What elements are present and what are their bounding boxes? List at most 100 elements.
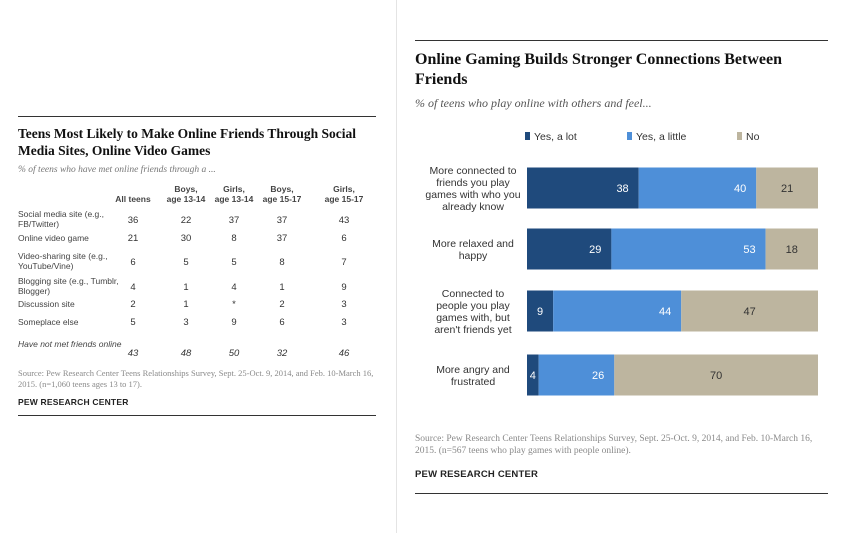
bar-value-label: 53 [743,244,755,256]
table-cell: 6 [279,317,285,328]
chart-legend: Yes, a lot Yes, a little No [415,131,828,145]
bar-value-label: 44 [659,306,671,318]
bar-segment [756,167,818,209]
right-bottom-rule [415,493,828,494]
table-cell: 9 [231,317,237,328]
left-brand-label: PEW RESEARCH CENTER [18,397,129,407]
bar-value-label: 29 [589,244,601,256]
table-cell: 37 [228,215,240,226]
bar-segment [527,228,612,270]
bar-segment [538,354,615,396]
table-column-header: All teens [115,194,151,204]
table-cell: 5 [183,257,189,268]
category-label: More connected to friends you play games w… [425,165,520,213]
panel-divider [396,0,397,533]
left-table-title: Teens Most Likely to Make Online Friends… [18,126,357,158]
right-chart-title: Online Gaming Builds Stronger Connection… [415,51,782,88]
bar-value-label: 47 [743,306,755,318]
table-cell: 22 [180,215,192,226]
category-label: Connected to people you play games with, b… [434,288,511,336]
bar-value-label: 4 [530,370,536,382]
table-row-label: Online video game [18,233,89,243]
bar-value-label: 70 [710,370,722,382]
right-chart-panel: Online Gaming Builds Stronger Connection… [415,0,828,533]
table-cell: 32 [276,348,288,359]
table-cell: 3 [341,317,347,328]
table-cell: 43 [127,348,139,359]
legend-item: Yes, a little [627,131,686,143]
category-label: More angry and frustrated [436,364,510,388]
table-row-label: Have not met friends online [18,339,122,349]
table-cell: 4 [231,282,237,293]
table-cell: 7 [341,257,347,268]
legend-label: No [746,131,760,143]
bar-value-label: 40 [734,183,746,195]
table-cell: 4 [130,282,136,293]
bar-segment [765,228,818,270]
bar-segment [527,354,539,396]
bar-segment [638,167,757,209]
right-brand-label: PEW RESEARCH CENTER [415,469,539,480]
table-cell: 6 [341,233,347,244]
left-top-rule [18,116,376,117]
legend-label: Yes, a lot [534,131,577,143]
bar-value-label: 9 [537,306,543,318]
table-cell: 2 [130,299,136,310]
table-cell: 1 [279,282,285,293]
bar-value-label: 21 [781,183,793,195]
left-table-panel: Teens Most Likely to Make Online Friends… [18,0,376,533]
legend-swatch [737,132,742,140]
table-cell: 37 [276,233,288,244]
bar-value-label: 38 [616,183,628,195]
left-source-note: Source: Pew Research Center Teens Relati… [18,368,374,389]
table-cell: 8 [231,233,237,244]
table-row-label: Blogging site (e.g., Tumblr, Blogger) [18,276,119,296]
left-bottom-rule [18,415,376,416]
table-cell: 1 [183,282,189,293]
right-source-note: Source: Pew Research Center Teens Relati… [415,434,813,456]
bar-segment [614,354,818,396]
table-row-label: Someplace else [18,317,79,327]
table-cell: 50 [228,348,240,359]
table-cell: 9 [341,282,347,293]
table-column-header: Girls, age 13-14 [214,184,254,204]
table-cell: 5 [130,317,136,328]
table-row-label: Discussion site [18,299,75,309]
bar-value-label: 18 [786,244,798,256]
table-cell: * [232,299,236,310]
table-cell: 48 [180,348,192,359]
table-row-label: Social media site (e.g., FB/Twitter) [18,209,104,229]
table-cell: 6 [130,257,136,268]
table-cell: 46 [338,348,350,359]
right-chart-subtitle: % of teens who play online with others a… [415,96,652,110]
table-row-label: Video-sharing site (e.g., YouTube/Vine) [18,251,108,271]
bar-segment [611,228,766,270]
stacked-bar-chart: 38 40 21 More connected to friends you play g… [425,165,818,396]
bar-segment [527,167,639,209]
bar-segment [681,290,818,332]
table-column-header: Girls, age 15-17 [324,184,364,204]
table-cell: 43 [338,215,350,226]
table-column-header: Boys, age 15-17 [262,184,302,204]
bar-value-label: 26 [592,370,604,382]
right-top-rule [415,40,828,41]
table-cell: 1 [183,299,189,310]
table-cell: 36 [127,215,139,226]
legend-swatch [525,132,530,140]
table-cell: 2 [279,299,285,310]
category-label: More relaxed and happy [432,238,514,262]
bar-segment [527,290,554,332]
legend-item: Yes, a lot [525,131,577,143]
legend-item: No [737,131,759,143]
table-cell: 21 [127,233,139,244]
table-cell: 3 [183,317,189,328]
legend-swatch [627,132,632,140]
table-cell: 3 [341,299,347,310]
table-cell: 37 [276,215,288,226]
table-cell: 5 [231,257,237,268]
table-column-header: Boys, age 13-14 [166,184,206,204]
left-table-subtitle: % of teens who have met online friends t… [18,165,216,175]
table-cell: 30 [180,233,192,244]
table-cell: 8 [279,257,285,268]
bar-segment [553,290,682,332]
